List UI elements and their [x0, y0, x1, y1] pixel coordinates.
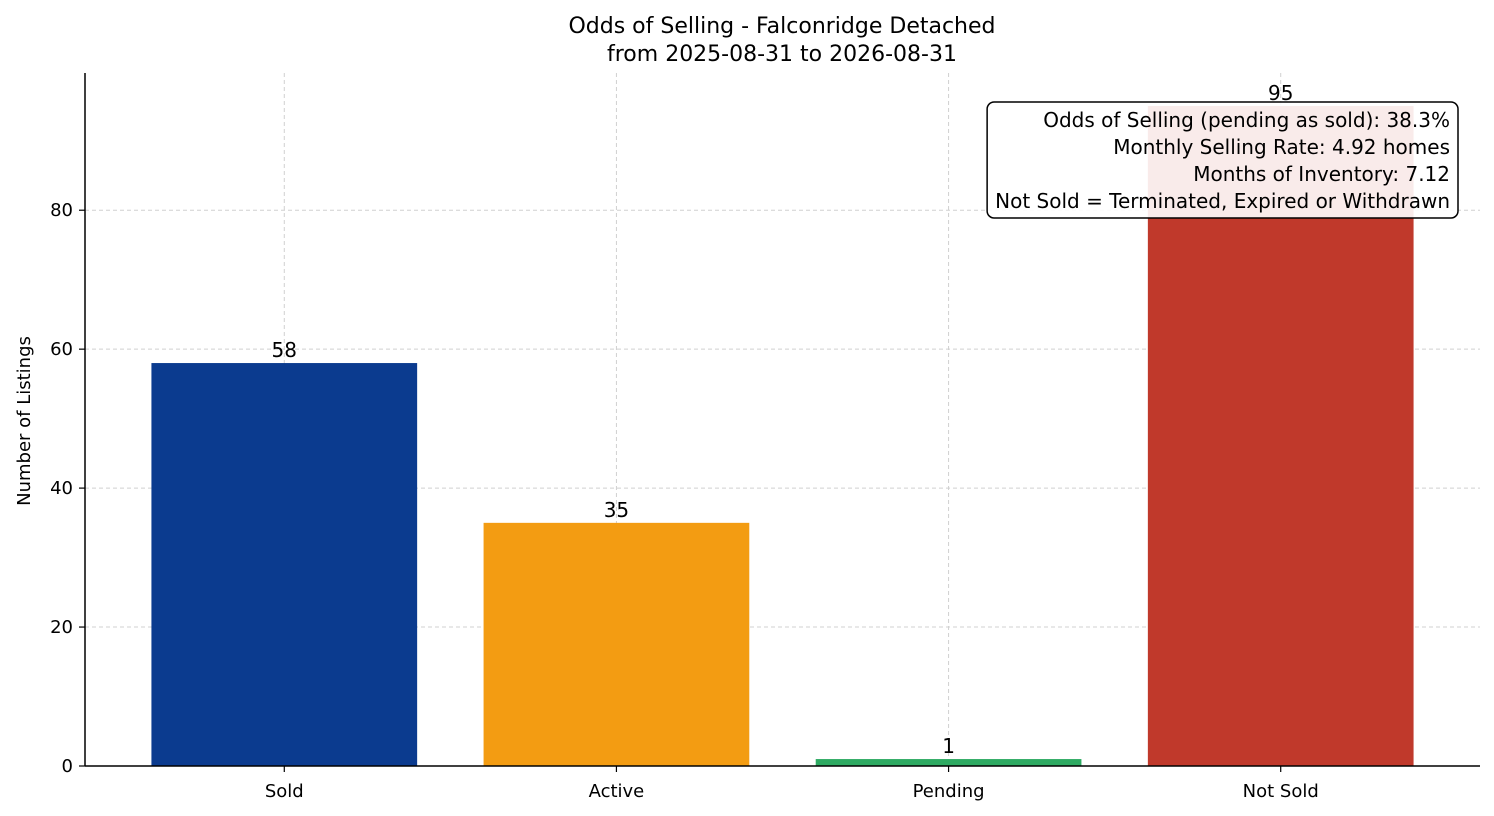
y-tick-label: 40	[50, 478, 73, 499]
value-label: 35	[604, 498, 629, 522]
annotation-line: Months of Inventory: 7.12	[1193, 162, 1450, 186]
chart-subtitle: from 2025-08-31 to 2026-08-31	[607, 42, 957, 67]
value-label: 58	[272, 338, 297, 362]
x-tick-label: Sold	[265, 781, 304, 802]
axes: 0 20 40 60 80 Sold Active Pending Not Sold	[50, 73, 1480, 802]
annotation-line: Monthly Selling Rate: 4.92 homes	[1113, 135, 1450, 159]
y-tick-label: 20	[50, 617, 73, 638]
y-tick-label: 60	[50, 339, 73, 360]
annotation-line: Odds of Selling (pending as sold): 38.3%	[1043, 108, 1450, 132]
value-label: 1	[942, 734, 955, 758]
y-axis-label: Number of Listings	[14, 336, 35, 506]
x-tick-label: Pending	[913, 781, 985, 802]
x-tick-label: Not Sold	[1243, 781, 1319, 802]
x-tick-label: Active	[589, 781, 645, 802]
y-tick-label: 80	[50, 200, 73, 221]
chart-title: Odds of Selling - Falconridge Detached	[568, 14, 995, 39]
bar-pending	[815, 759, 1082, 766]
bar-active	[483, 522, 750, 766]
value-label: 95	[1268, 81, 1293, 105]
value-labels: 58 35 1 95	[272, 81, 1294, 758]
y-tick-label: 0	[62, 756, 73, 777]
bar-sold	[151, 363, 418, 766]
annotation-box: Odds of Selling (pending as sold): 38.3%…	[986, 101, 1459, 219]
annotation-frame	[986, 101, 1459, 219]
annotation-line: Not Sold = Terminated, Expired or Withdr…	[995, 189, 1450, 213]
